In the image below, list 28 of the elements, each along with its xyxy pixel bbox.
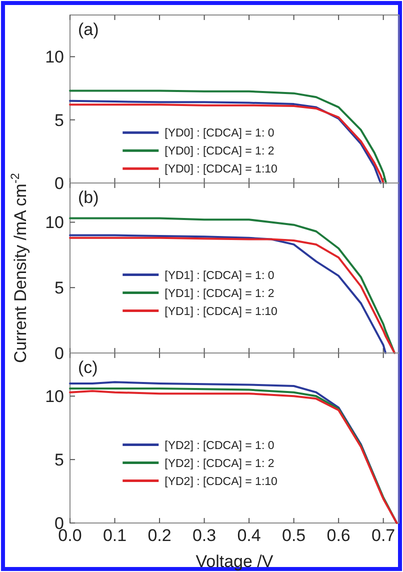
y-tick-label: 0: [54, 174, 64, 193]
x-tick-label: 0.3: [192, 526, 216, 545]
annotation: (a): [78, 20, 99, 39]
y-tick-label: 5: [54, 278, 64, 298]
legend-label: [YD1] : [CDCA] = 1: 0: [164, 270, 274, 282]
legend-label: [YD2] : [CDCA] = 1:10: [164, 476, 278, 488]
legend-label: [YD0] : [CDCA] = 1: 2: [164, 146, 274, 158]
x-tick-label: 0.6: [326, 526, 350, 545]
legend-label: [YD2] : [CDCA] = 1: 2: [164, 458, 274, 470]
legend-label: [YD0] : [CDCA] = 1:10: [164, 164, 278, 176]
legend-label: [YD1] : [CDCA] = 1: 2: [164, 288, 274, 300]
x-tick-label: 0.4: [237, 526, 261, 545]
y-tick-label: 10: [45, 213, 64, 232]
y-tick-label: 10: [45, 387, 64, 406]
x-tick-label: 0.7: [372, 526, 396, 545]
x-tick-label: 0.1: [102, 526, 127, 545]
y-tick-label: 5: [54, 110, 64, 130]
y-tick-label: 0: [54, 344, 64, 363]
y-tick-label: 10: [45, 48, 64, 67]
x-axis-title: Voltage /V: [196, 552, 274, 571]
y-tick-label: 5: [54, 450, 64, 470]
annotation: (c): [78, 358, 98, 377]
legend-label: [YD2] : [CDCA] = 1: 0: [164, 440, 274, 452]
x-tick-label: 0.2: [148, 526, 172, 545]
legend-label: [YD0] : [CDCA] = 1: 0: [164, 128, 274, 140]
annotation: (b): [78, 188, 99, 207]
legend-label: [YD1] : [CDCA] = 1:10: [164, 306, 278, 318]
x-tick-label: 0.5: [282, 526, 306, 545]
